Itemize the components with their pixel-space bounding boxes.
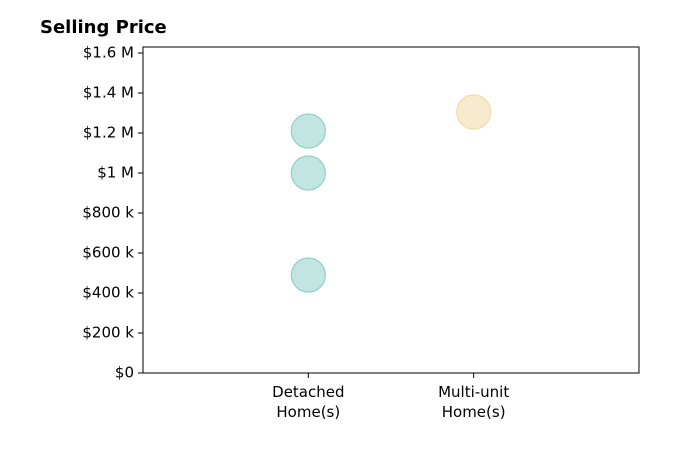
y-tick-label: $600 k (82, 244, 134, 262)
x-tick-label: Multi-unit Home(s) (438, 383, 510, 421)
chart-title: Selling Price (40, 17, 167, 38)
y-tick-label: $1.6 M (83, 44, 134, 62)
y-tick-label: $0 (115, 364, 134, 382)
y-tick-label: $200 k (82, 324, 134, 342)
y-tick-label: $400 k (82, 284, 134, 302)
plot-frame (142, 46, 640, 374)
y-tick-label: $1.2 M (83, 124, 134, 142)
point (456, 94, 492, 130)
y-tick-label: $800 k (82, 204, 134, 222)
x-tick-label: Detached Home(s) (272, 383, 345, 421)
y-tick-label: $1.4 M (83, 84, 134, 102)
y-tick-label: $1 M (97, 164, 134, 182)
point (290, 257, 326, 293)
point (290, 113, 326, 149)
point (290, 155, 326, 191)
